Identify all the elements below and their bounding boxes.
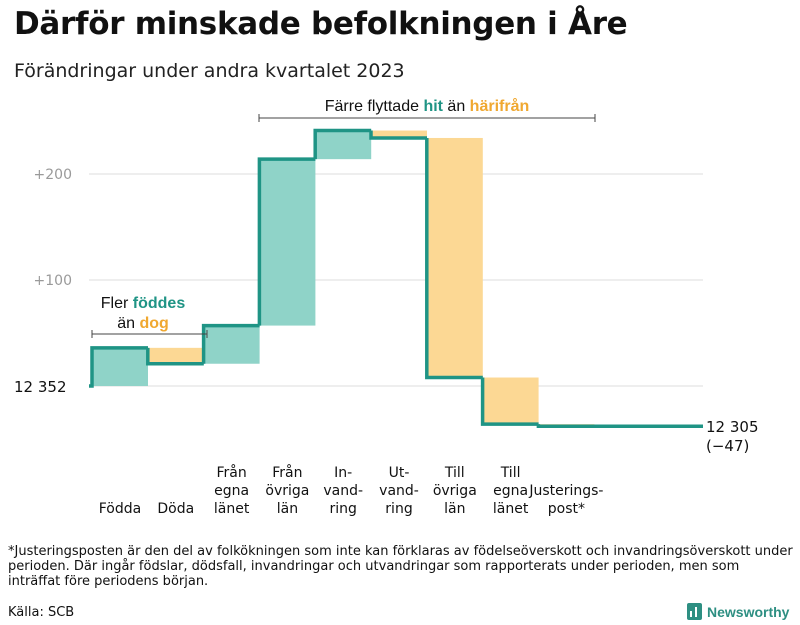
category-label: Födda bbox=[99, 501, 141, 517]
category-label: Till övriga län bbox=[433, 465, 477, 517]
category-label-line: länet bbox=[493, 501, 529, 517]
category-label-line: övriga bbox=[433, 483, 477, 499]
category-label: In-vand-ring bbox=[323, 465, 363, 517]
chart-title: Därför minskade befolkningen i Åre bbox=[14, 6, 628, 42]
bar-ut-vand-ring bbox=[371, 130, 427, 138]
category-label: Från övriga län bbox=[265, 464, 309, 517]
category-label-line: Till bbox=[500, 465, 521, 481]
category-label-line: egna bbox=[493, 483, 528, 499]
footnote: *Justeringsposten är den del av folkökni… bbox=[8, 544, 793, 589]
bar-frånegnalänet bbox=[203, 325, 260, 364]
category-label-line: Födda bbox=[99, 501, 141, 517]
category-label-line: Döda bbox=[157, 501, 194, 517]
category-label-line: In- bbox=[334, 465, 352, 481]
end-value-label: 12 305 bbox=[706, 418, 759, 436]
bars bbox=[92, 130, 595, 427]
category-label-line: länet bbox=[214, 501, 250, 517]
annotation-births-line2: än dog bbox=[117, 315, 169, 332]
category-label-line: vand- bbox=[379, 483, 419, 499]
category-label-line: Till bbox=[444, 465, 465, 481]
category-label-line: Justerings- bbox=[528, 483, 603, 499]
annotation-migration: Färre flyttade hit än härifrån bbox=[258, 97, 596, 122]
bar-frånövrigalän bbox=[259, 159, 316, 326]
y-tick-label: +100 bbox=[34, 273, 72, 289]
category-label: Döda bbox=[157, 501, 194, 517]
bar-födda bbox=[92, 347, 148, 386]
bar-tillegnalänet bbox=[482, 377, 539, 425]
category-label-line: vand- bbox=[323, 483, 363, 499]
gridlines: +200 +100 bbox=[34, 167, 703, 387]
end-change-label: (−47) bbox=[706, 437, 749, 455]
annotation-births-line1: Fler föddes bbox=[101, 295, 186, 312]
bar-tillövrigalän bbox=[426, 137, 483, 378]
category-label-line: Ut- bbox=[389, 465, 410, 481]
category-label-line: Från bbox=[216, 464, 246, 481]
category-label: Ut-vand-ring bbox=[379, 465, 419, 517]
chart-subtitle: Förändringar under andra kvartalet 2023 bbox=[14, 60, 405, 82]
category-label: Från egna länet bbox=[214, 464, 250, 517]
bar-döda bbox=[147, 347, 204, 364]
bar-in-vand-ring bbox=[315, 130, 372, 160]
category-label-line: post* bbox=[548, 501, 585, 517]
y-tick-label: +200 bbox=[34, 167, 72, 183]
waterfall-chart: +200 +100 Födda Döda Från egna länet Från övrig… bbox=[14, 97, 759, 517]
source-label: Källa: SCB bbox=[8, 605, 75, 620]
category-label-line: län bbox=[444, 501, 465, 517]
category-label: Justerings-post* bbox=[528, 483, 603, 517]
category-labels: Födda Döda Från egna länet Från övriga län In-va… bbox=[99, 464, 604, 517]
cumulative-step-line bbox=[89, 128, 703, 429]
category-label-line: Från bbox=[272, 464, 302, 481]
newsworthy-logo: Newsworthy bbox=[687, 603, 789, 620]
logo-text: Newsworthy bbox=[707, 603, 790, 620]
category-label-line: egna bbox=[214, 483, 249, 499]
annotation-births: Fler föddes än dog bbox=[91, 295, 208, 338]
annotation-migration-text: Färre flyttade hit än härifrån bbox=[325, 97, 530, 115]
category-label: Till egna länet bbox=[493, 465, 529, 517]
category-label-line: ring bbox=[385, 501, 412, 517]
bar-chart-icon bbox=[687, 603, 702, 620]
start-value-label: 12 352 bbox=[14, 378, 67, 396]
category-label-line: övriga bbox=[265, 483, 309, 499]
category-label-line: län bbox=[277, 501, 298, 517]
category-label-line: ring bbox=[329, 501, 356, 517]
